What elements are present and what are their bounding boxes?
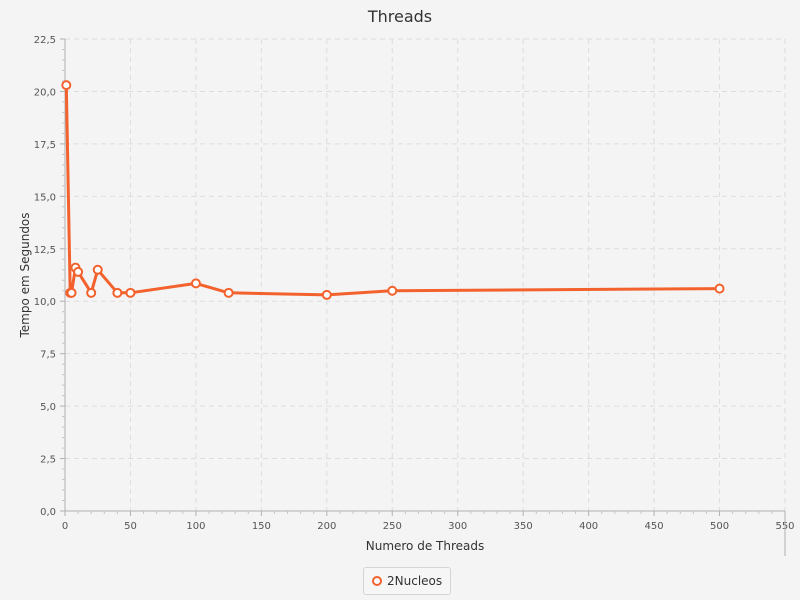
data-point: [66, 287, 77, 298]
legend-marker-icon: [372, 576, 382, 586]
y-tick-label: 2,5: [40, 455, 56, 466]
x-tick-label: 150: [252, 521, 271, 532]
x-axis-label: Numero de Threads: [366, 539, 485, 553]
data-point: [112, 287, 123, 298]
x-tick-label: 450: [645, 521, 664, 532]
x-tick-label: 300: [448, 521, 467, 532]
x-tick-label: 250: [383, 521, 402, 532]
data-point: [92, 264, 103, 275]
x-tick-label: 200: [317, 521, 336, 532]
y-tick-label: 22,5: [34, 35, 56, 46]
data-point: [223, 287, 234, 298]
chart-legend: 2Nucleos: [363, 567, 452, 595]
series-line: [64, 85, 720, 297]
y-tick-label: 7,5: [40, 350, 56, 361]
x-tick-label: 350: [514, 521, 533, 532]
x-tick-label: 0: [62, 521, 68, 532]
y-axis-label: Tempo em Segundos: [18, 212, 32, 338]
data-point: [190, 278, 201, 289]
y-tick-label: 15,0: [34, 192, 56, 203]
y-tick-label: 20,0: [34, 87, 56, 98]
data-point: [73, 266, 84, 277]
x-tick-label: 50: [124, 521, 137, 532]
x-tick-label: 100: [186, 521, 205, 532]
data-point: [714, 283, 725, 294]
chart-title: Threads: [367, 7, 432, 26]
y-tick-label: 5,0: [40, 402, 56, 413]
data-point: [387, 285, 398, 296]
data-point: [86, 287, 97, 298]
x-tick-label: 400: [579, 521, 598, 532]
data-point: [321, 289, 332, 300]
y-tick-label: 17,5: [34, 140, 56, 151]
data-point: [61, 80, 72, 91]
y-tick-label: 0,0: [40, 507, 56, 518]
y-tick-label: 12,5: [34, 245, 56, 256]
legend-series-label: 2Nucleos: [387, 574, 443, 588]
data-point: [125, 287, 136, 298]
x-tick-label: 500: [710, 521, 729, 532]
y-tick-label: 10,0: [34, 297, 56, 308]
